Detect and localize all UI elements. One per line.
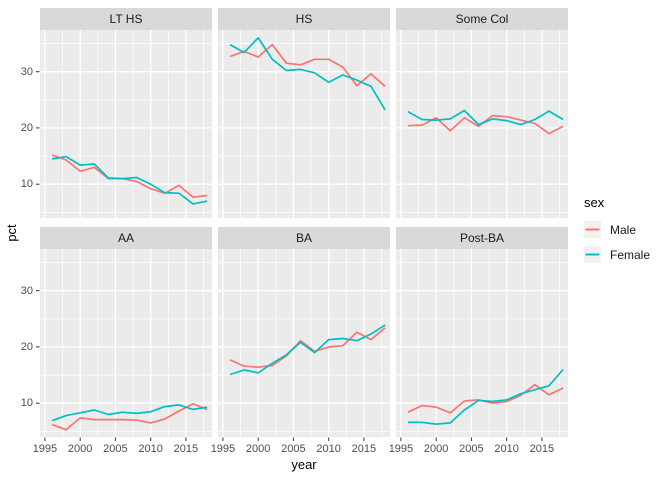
series-line-female xyxy=(229,324,386,376)
x-tick-label: 2015 xyxy=(173,443,199,455)
facet-strip-label: AA xyxy=(117,231,134,245)
y-tick-label: 10 xyxy=(20,178,33,191)
facet-strip: Post-BA xyxy=(396,227,568,249)
legend-key-swatch xyxy=(584,246,601,263)
y-tick-label: 20 xyxy=(20,340,33,353)
facet-cell-hs: HS xyxy=(218,8,390,218)
legend-key-line xyxy=(585,228,600,231)
y-tick-label: 30 xyxy=(20,65,33,78)
panel xyxy=(36,249,212,441)
x-tick-label: 2005 xyxy=(281,443,306,455)
x-tick-label: 2005 xyxy=(459,443,484,455)
series-line-female xyxy=(407,109,564,126)
x-tick-label: 1995 xyxy=(32,443,58,455)
legend-entries: Male Female xyxy=(584,221,650,263)
legend-entry-female: Female xyxy=(584,246,650,263)
facet-cell-aa: AA 10 20 30 1995 2000 2005 2010 2015 xyxy=(21,227,212,455)
panel-background xyxy=(218,30,390,218)
x-tick-label: 2000 xyxy=(423,443,449,455)
panel xyxy=(396,249,568,441)
series-line-male xyxy=(229,43,386,87)
panel xyxy=(218,30,390,218)
legend-key-line xyxy=(585,253,600,256)
series-line-female xyxy=(229,37,386,111)
panel xyxy=(218,249,390,441)
x-tick-label: 1995 xyxy=(210,443,236,455)
series-line-male xyxy=(51,402,208,431)
series-line-female xyxy=(51,155,208,205)
x-axis-title: year xyxy=(291,457,317,472)
x-tick-label: 2015 xyxy=(529,443,555,455)
facet-strip: LT HS xyxy=(40,8,212,30)
panel-background xyxy=(40,30,212,218)
x-tick-label: 1995 xyxy=(388,443,414,455)
legend-title: sex xyxy=(584,195,605,210)
facet-cell-some-col: Some Col xyxy=(396,8,568,218)
facet-strip-label: HS xyxy=(295,12,313,26)
panel xyxy=(36,30,212,218)
panel xyxy=(396,30,568,218)
x-tick-label: 2010 xyxy=(316,443,341,455)
facet-cell-lt-hs: LT HS 10 20 30 xyxy=(21,8,212,218)
facet-strip-label: Post-BA xyxy=(459,231,504,245)
facet-cell-post-ba: Post-BA 1995 2000 2005 2010 2015 xyxy=(389,227,568,455)
facet-strip-label: LT HS xyxy=(109,12,143,26)
facet-strip-label: Some Col xyxy=(455,12,509,26)
facet-strip: Some Col xyxy=(396,8,568,30)
y-tick-label: 30 xyxy=(20,284,33,297)
y-tick-label: 10 xyxy=(20,397,33,410)
series-line-male xyxy=(51,154,208,199)
x-tick-label: 2000 xyxy=(67,443,93,455)
x-tick-label: 2010 xyxy=(494,443,519,455)
facet-strip: BA xyxy=(218,227,390,249)
legend-entry-male: Male xyxy=(584,221,650,238)
series-line-female xyxy=(408,368,564,425)
facet-strip: AA xyxy=(40,227,212,249)
y-tick-label: 20 xyxy=(20,121,33,134)
series-line-female xyxy=(51,404,208,422)
legend-key-swatch xyxy=(584,221,601,238)
legend-label: Male xyxy=(610,222,637,237)
y-axis-title: pct xyxy=(4,224,19,242)
legend-label: Female xyxy=(610,247,651,262)
facet-strip: HS xyxy=(218,8,390,30)
facet-cell-ba: BA 1995 2000 2005 2010 2015 xyxy=(211,227,390,455)
x-tick-label: 2015 xyxy=(351,443,377,455)
series-line-male xyxy=(229,327,386,369)
legend: sex Male Female xyxy=(584,195,650,271)
facet-strip-label: BA xyxy=(295,231,312,245)
x-tick-label: 2005 xyxy=(103,443,128,455)
x-tick-label: 2000 xyxy=(245,443,271,455)
x-tick-label: 2010 xyxy=(138,443,163,455)
